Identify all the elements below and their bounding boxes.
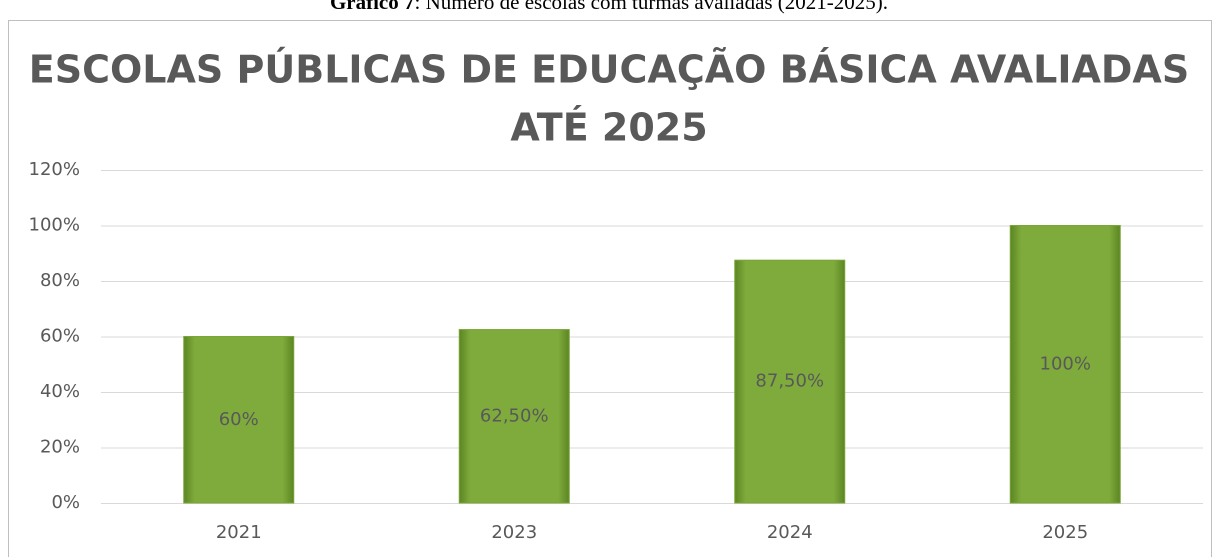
y-tick-label: 20%	[40, 437, 80, 458]
caption-label: Gráfico 7	[330, 0, 415, 14]
chart-title: ATÉ 2025	[510, 106, 707, 150]
y-tick-label: 100%	[29, 215, 80, 236]
value-label: 62,50%	[480, 405, 549, 426]
x-tick-label: 2025	[1042, 522, 1088, 543]
y-tick-label: 80%	[40, 270, 80, 291]
caption-text: : Número de escolas com turmas avaliadas…	[415, 0, 889, 14]
value-label: 100%	[1040, 353, 1091, 374]
y-tick-label: 40%	[40, 381, 80, 402]
bar	[458, 329, 570, 504]
y-tick-label: 0%	[51, 492, 80, 513]
value-label: 60%	[219, 409, 259, 430]
x-tick-label: 2021	[216, 522, 262, 543]
bar	[1009, 225, 1121, 504]
caption: Gráfico 7: Número de escolas com turmas …	[330, 0, 888, 14]
bar	[183, 336, 295, 504]
y-tick-label: 60%	[40, 326, 80, 347]
value-label: 87,50%	[755, 371, 824, 392]
x-tick-label: 2024	[767, 522, 813, 543]
y-tick-label: 120%	[29, 159, 80, 180]
chart-title: ESCOLAS PÚBLICAS DE EDUCAÇÃO BÁSICA AVAL…	[29, 48, 1189, 92]
bar	[734, 259, 846, 504]
x-tick-label: 2023	[491, 522, 537, 543]
